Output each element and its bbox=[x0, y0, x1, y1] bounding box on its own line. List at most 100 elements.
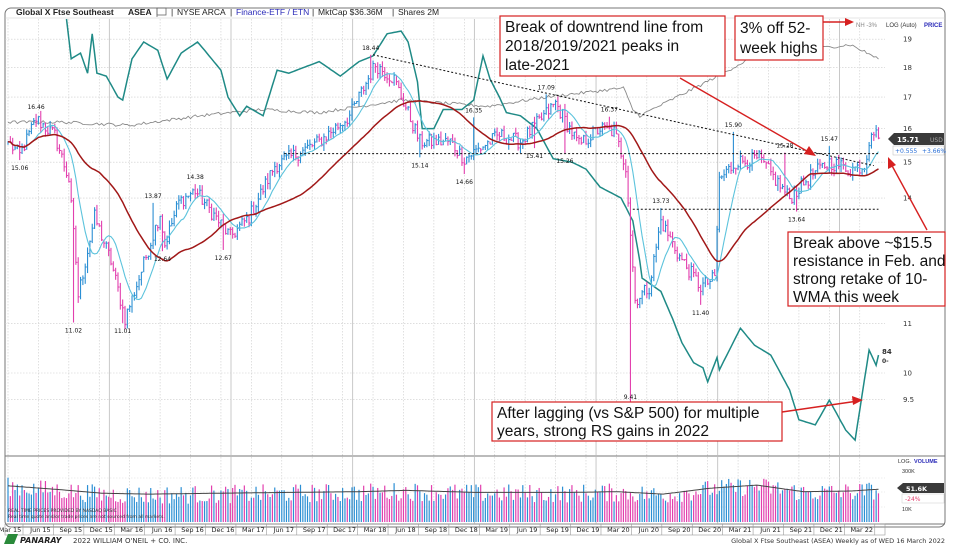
price-bar bbox=[723, 169, 726, 182]
price-bar bbox=[358, 91, 361, 107]
price-bar bbox=[569, 121, 572, 134]
price-bar bbox=[189, 191, 193, 202]
price-bar bbox=[192, 188, 195, 195]
price-bar bbox=[632, 230, 635, 272]
price-bar bbox=[482, 146, 485, 151]
price-bar bbox=[608, 116, 611, 130]
annotation-text: Break of downtrend line from bbox=[505, 19, 703, 36]
price-bar bbox=[510, 137, 513, 141]
exchange: NYSE ARCA bbox=[177, 7, 226, 17]
price-bar bbox=[653, 254, 656, 282]
price-bar bbox=[477, 142, 480, 153]
annotation-text: years, strong RS gains in 2022 bbox=[497, 423, 709, 440]
price-bar bbox=[250, 200, 253, 227]
price-bar bbox=[817, 158, 820, 173]
price-label: 9.41 bbox=[624, 394, 638, 401]
price-bar bbox=[152, 202, 155, 250]
price-bar bbox=[323, 133, 326, 151]
price-bar bbox=[260, 184, 263, 201]
price-bar bbox=[796, 185, 799, 212]
price-bar bbox=[838, 154, 841, 170]
price-bar bbox=[63, 148, 66, 172]
volume-average-line bbox=[7, 484, 879, 495]
x-axis-label: Mar 20 bbox=[607, 526, 630, 534]
price-bar bbox=[225, 222, 228, 235]
price-bar bbox=[51, 126, 55, 130]
scale-mode[interactable]: LOG (Auto) bbox=[886, 23, 917, 29]
price-bar bbox=[819, 159, 822, 170]
new-high-distance: NH -3% bbox=[856, 23, 878, 29]
price-bar bbox=[171, 218, 174, 227]
price-pane-label[interactable]: PRICE bbox=[924, 23, 942, 29]
price-bar bbox=[335, 123, 338, 135]
price-bar bbox=[784, 152, 787, 195]
price-bar bbox=[136, 281, 139, 299]
price-bar bbox=[639, 297, 642, 309]
price-bar bbox=[234, 232, 237, 238]
price-bar bbox=[79, 276, 83, 300]
price-bar bbox=[674, 241, 677, 254]
y-axis-label: 10 bbox=[903, 370, 912, 378]
price-bar bbox=[96, 204, 99, 226]
price-label: 16.46 bbox=[27, 104, 44, 111]
ticker-symbol[interactable]: ASEA bbox=[128, 7, 152, 17]
price-bar bbox=[374, 63, 377, 73]
price-bar bbox=[353, 101, 356, 106]
industry-group-link[interactable]: Finance-ETF / ETN bbox=[236, 7, 309, 17]
price-bar bbox=[35, 113, 38, 127]
price-bar bbox=[70, 178, 73, 203]
price-bar bbox=[709, 279, 712, 290]
price-bar bbox=[646, 281, 649, 299]
price-bar bbox=[730, 161, 733, 175]
price-label: 16.35 bbox=[465, 107, 482, 114]
price-bar bbox=[587, 138, 590, 149]
annotation-text: week highs bbox=[739, 40, 818, 57]
price-bar bbox=[487, 140, 490, 151]
price-bar bbox=[40, 110, 43, 133]
price-bar bbox=[370, 54, 373, 84]
price-bar bbox=[807, 180, 810, 189]
price-bar bbox=[681, 252, 684, 261]
price-bar bbox=[814, 170, 817, 179]
x-axis-label: Jun 20 bbox=[638, 526, 660, 534]
disclaimer-line-1: REAL TIME PRICES PROVIDED BY NASDAQ BASI… bbox=[8, 508, 117, 514]
price-bar bbox=[215, 207, 218, 221]
price-bar bbox=[590, 134, 593, 148]
price-bar bbox=[267, 173, 270, 190]
price-bar bbox=[346, 117, 349, 127]
price-bar bbox=[295, 145, 298, 161]
x-axis-label: Dec 16 bbox=[211, 526, 234, 534]
price-bar bbox=[669, 231, 672, 238]
price-bar bbox=[367, 75, 370, 90]
flag-icon[interactable] bbox=[156, 7, 167, 17]
x-axis-label: Mar 15 bbox=[0, 526, 21, 534]
price-label: 13.73 bbox=[652, 198, 669, 205]
arrow-icon bbox=[823, 18, 854, 26]
price-bar bbox=[767, 160, 771, 165]
price-bar bbox=[770, 158, 773, 176]
price-bar bbox=[12, 137, 15, 155]
price-bar bbox=[395, 74, 399, 86]
price-bar bbox=[606, 122, 609, 129]
price-bar bbox=[281, 154, 284, 171]
price-bar bbox=[278, 163, 282, 178]
annotation-52-week-high: 3% off 52- week highs bbox=[734, 15, 854, 61]
volume-pane-label[interactable]: VOLUME bbox=[914, 459, 938, 465]
price-bar bbox=[763, 154, 766, 163]
price-bar bbox=[42, 122, 45, 128]
price-bar bbox=[211, 203, 214, 221]
price-label: 17.09 bbox=[538, 84, 555, 91]
price-bar bbox=[833, 163, 836, 177]
price-bar bbox=[714, 269, 717, 277]
price-bar bbox=[449, 138, 452, 146]
price-bar bbox=[262, 185, 265, 195]
shares-outstanding: Shares 2M bbox=[398, 7, 439, 17]
price-bar bbox=[686, 253, 689, 270]
volume-scale-mode[interactable]: LOG. bbox=[898, 459, 912, 465]
market-cap: MktCap $36.36M bbox=[318, 7, 383, 17]
price-bar bbox=[496, 127, 499, 141]
price-label: 15.28 bbox=[776, 143, 793, 150]
price-label: 15.90 bbox=[725, 122, 742, 129]
price-bar bbox=[552, 103, 555, 108]
price-bar bbox=[484, 144, 487, 151]
